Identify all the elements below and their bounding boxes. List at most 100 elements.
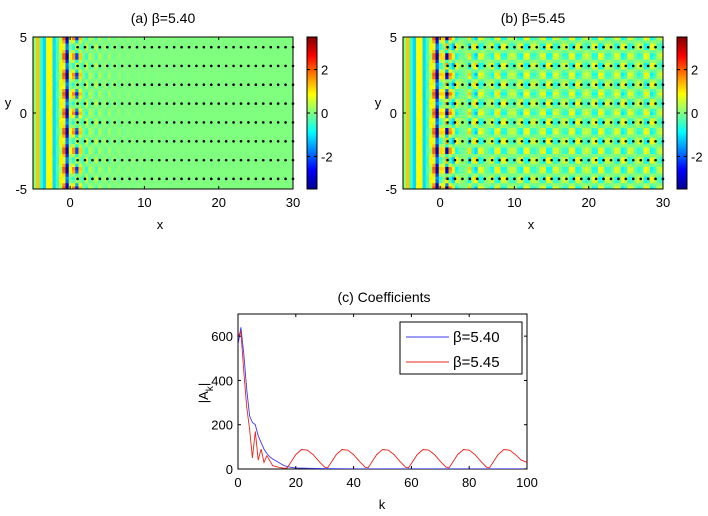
heatmap-cell	[247, 147, 252, 152]
heatmap-cell	[143, 105, 148, 109]
heatmap-cell	[205, 92, 209, 96]
heatmap-cell	[49, 167, 53, 171]
heatmap-cell	[195, 157, 200, 161]
heatmap-cell	[234, 121, 239, 126]
heatmap-cell	[114, 92, 118, 96]
heatmap-cell	[101, 160, 105, 165]
heatmap-cell	[104, 105, 109, 109]
heatmap-cell	[267, 53, 271, 57]
heatmap-cell	[429, 163, 433, 168]
heatmap-cell	[133, 50, 138, 54]
heatmap-cell	[438, 176, 443, 181]
heatmap-cell	[432, 66, 436, 70]
heatmap-cell	[189, 118, 193, 122]
heatmap-cell	[146, 115, 151, 119]
heatmap-cell	[114, 82, 118, 87]
heatmap-cell	[33, 50, 37, 54]
heatmap-cell	[150, 43, 154, 48]
heatmap-cell	[267, 131, 271, 135]
heatmap-cell	[33, 98, 37, 103]
heatmap-cell	[166, 53, 170, 57]
heatmap-cell	[52, 53, 57, 57]
heatmap-cell	[234, 128, 239, 132]
heatmap-cell	[442, 63, 446, 67]
heatmap-cell	[94, 98, 99, 103]
heatmap-cell	[140, 176, 144, 181]
heatmap-cell	[241, 79, 245, 83]
heatmap-cell	[280, 121, 284, 126]
heatmap-cell	[280, 53, 284, 57]
heatmap-cell	[107, 40, 112, 44]
heatmap-cell	[419, 163, 423, 168]
heatmap-cell	[205, 53, 209, 57]
heatmap-cell	[211, 89, 216, 93]
heatmap-cell	[94, 79, 99, 83]
heatmap-cell	[150, 108, 154, 113]
heatmap-cell	[159, 124, 164, 129]
heatmap-cell	[257, 40, 261, 44]
heatmap-cell	[422, 147, 427, 152]
heatmap-cell	[237, 170, 242, 174]
heatmap-cell	[458, 72, 462, 77]
heatmap-cell	[205, 111, 209, 116]
heatmap-cell	[429, 59, 433, 64]
heatmap-cell	[247, 180, 252, 184]
heatmap-cell	[62, 186, 66, 189]
heatmap-cell	[94, 82, 99, 87]
heatmap-cell	[438, 167, 443, 171]
heatmap-cell	[185, 43, 190, 48]
heatmap-cell	[185, 134, 190, 139]
heatmap-cell	[224, 85, 229, 90]
heatmap-cell	[276, 40, 281, 44]
heatmap-cell	[153, 98, 157, 103]
heatmap-cell	[409, 85, 414, 90]
heatmap-cell	[75, 144, 79, 148]
heatmap-cell	[205, 85, 209, 90]
heatmap-cell	[179, 43, 183, 48]
heatmap-cell	[237, 163, 242, 168]
grid-point	[254, 158, 258, 162]
heatmap-cell	[254, 50, 258, 54]
heatmap-cell	[33, 147, 37, 152]
heatmap-cell	[270, 167, 274, 171]
grid-point	[209, 83, 213, 87]
heatmap-cell	[88, 124, 92, 129]
heatmap-cell	[55, 40, 60, 44]
heatmap-cell	[432, 102, 436, 106]
heatmap-cell	[202, 43, 206, 48]
heatmap-cell	[247, 72, 252, 77]
heatmap-cell	[166, 66, 170, 70]
heatmap-cell	[254, 124, 258, 129]
grid-point	[83, 45, 87, 49]
heatmap-cell	[432, 115, 436, 119]
heatmap-cell	[124, 170, 128, 174]
heatmap-cell	[49, 46, 53, 51]
heatmap-cell	[458, 43, 462, 48]
heatmap-cell	[442, 157, 446, 161]
heatmap-cell	[195, 69, 200, 74]
heatmap-cell	[403, 108, 407, 113]
heatmap-cell	[107, 98, 112, 103]
heatmap-cell	[468, 72, 472, 77]
heatmap-cell	[166, 115, 170, 119]
heatmap-cell	[107, 124, 112, 129]
heatmap-cell	[146, 56, 151, 61]
heatmap-cell	[163, 37, 167, 41]
heatmap-cell	[153, 141, 157, 145]
heatmap-cell	[107, 53, 112, 57]
heatmap-cell	[133, 105, 138, 109]
heatmap-cell	[68, 105, 73, 109]
heatmap-cell	[419, 40, 423, 44]
heatmap-cell	[146, 43, 151, 48]
heatmap-cell	[260, 108, 265, 113]
heatmap-cell	[224, 137, 229, 142]
heatmap-cell	[114, 69, 118, 74]
heatmap-cell	[448, 40, 453, 44]
heatmap-cell	[176, 144, 180, 148]
heatmap-cell	[169, 59, 174, 64]
heatmap-cell	[416, 82, 420, 87]
heatmap-cell	[218, 79, 222, 83]
heatmap-cell	[205, 163, 209, 168]
heatmap-cell	[117, 63, 122, 67]
heatmap-cell	[36, 115, 40, 119]
